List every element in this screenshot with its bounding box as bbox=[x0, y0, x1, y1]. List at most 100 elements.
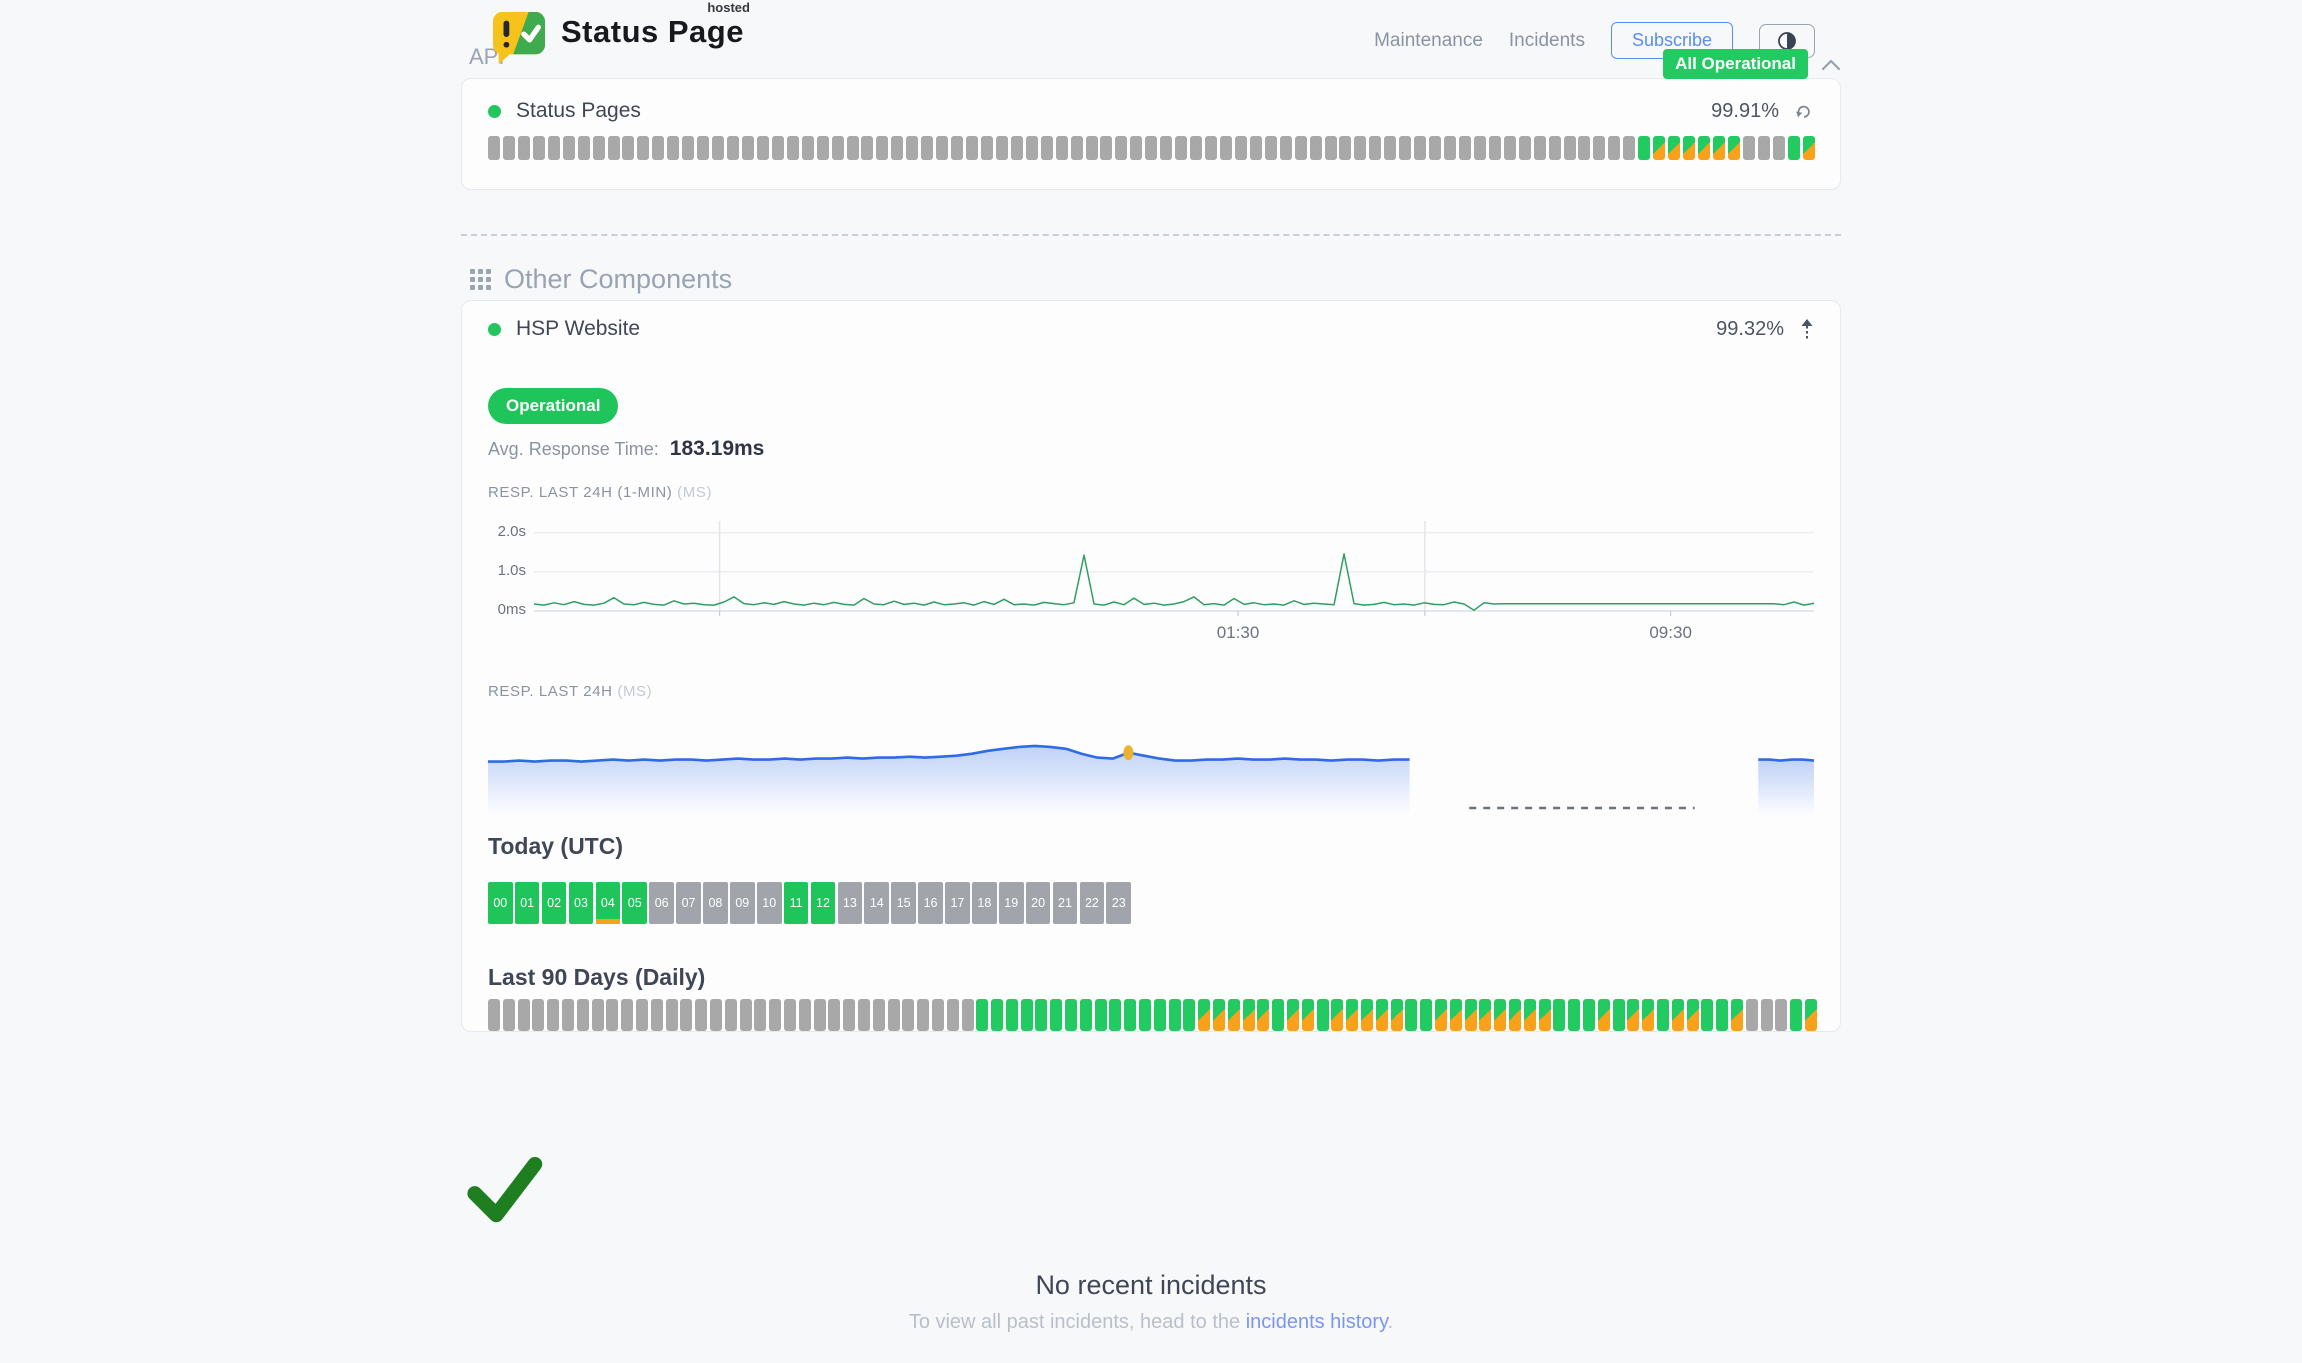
hour-block-16: 16 bbox=[918, 882, 943, 924]
uptime-bar-up bbox=[1612, 999, 1625, 1031]
uptime-bar-na bbox=[1339, 136, 1352, 160]
hour-block-21: 21 bbox=[1052, 882, 1078, 924]
uptime-bar-up bbox=[1316, 999, 1329, 1031]
uptime-bar-deg bbox=[1697, 136, 1710, 160]
uptime-bar-na bbox=[1772, 136, 1785, 160]
uptime-bar-na bbox=[857, 999, 870, 1031]
uptime-bar-deg bbox=[1494, 999, 1507, 1031]
uptime-bar-na bbox=[771, 136, 784, 160]
hour-block-23: 23 bbox=[1106, 882, 1132, 924]
today-hour-blocks: 00 01 02 03 04 05 06 07 08 09 10 11 12 13 14 15 16 17 18 19… bbox=[488, 882, 1814, 924]
uptime-bar-deg bbox=[1712, 136, 1725, 160]
uptime-bar-na bbox=[1100, 136, 1113, 160]
uptime-bar-deg bbox=[1683, 136, 1695, 160]
component-row: HSP Website 99.32% bbox=[488, 317, 1814, 341]
uptime-bar-up bbox=[1638, 136, 1651, 160]
status-page-logo-icon bbox=[489, 8, 547, 66]
grid-icon bbox=[469, 268, 492, 291]
uptime-bar-na bbox=[828, 999, 841, 1031]
uptime-bar-up bbox=[1405, 999, 1418, 1031]
uptime-bar-up bbox=[1716, 999, 1729, 1031]
uptime-bar-na bbox=[532, 136, 545, 160]
uptime-bar-deg bbox=[1727, 136, 1740, 160]
uptime-bar-na bbox=[1503, 136, 1516, 160]
uptime-bar-na bbox=[621, 999, 634, 1031]
uptime-bar-na bbox=[876, 136, 889, 160]
component-name: HSP Website bbox=[516, 317, 641, 340]
uptime-bar-na bbox=[682, 136, 695, 160]
hour-block-22: 22 bbox=[1079, 882, 1105, 924]
uptime-bar-deg bbox=[1730, 999, 1743, 1031]
uptime-bar-na bbox=[1309, 136, 1322, 160]
hour-block-20: 20 bbox=[1025, 882, 1051, 924]
uptime-bar-na bbox=[1623, 136, 1636, 160]
chart1-label: RESP. LAST 24H (1-MIN) (MS) bbox=[488, 484, 713, 501]
hour-block-08: 08 bbox=[703, 882, 728, 924]
contrast-icon bbox=[1776, 30, 1798, 52]
uptime-bar-na bbox=[1384, 136, 1397, 160]
refresh-icon[interactable] bbox=[1795, 103, 1814, 119]
api-uptime-bars bbox=[488, 136, 1815, 160]
uptime-bar-na bbox=[622, 136, 635, 160]
incidents-history-link[interactable]: incidents history bbox=[1245, 1311, 1388, 1333]
overall-status-row: All Operational bbox=[1663, 49, 1841, 79]
api-component-card: Status Pages 99.91% bbox=[461, 78, 1841, 190]
uptime-bar-na bbox=[931, 999, 944, 1031]
uptime-bar-na bbox=[502, 136, 515, 160]
incidents-subtitle: To view all past incidents, head to the … bbox=[908, 1311, 1394, 1333]
chart1-unit: (MS) bbox=[677, 484, 713, 501]
uptime-bar-na bbox=[980, 136, 993, 160]
uptime-bar-na bbox=[1488, 136, 1501, 160]
uptime-bar-na bbox=[786, 136, 799, 160]
uptime-bar-na bbox=[592, 136, 605, 160]
chart2-unit: (MS) bbox=[617, 683, 653, 700]
uptime-bar-deg bbox=[1464, 999, 1477, 1031]
uptime-bar-na bbox=[961, 999, 974, 1031]
uptime-bar-up bbox=[1065, 999, 1078, 1031]
uptime-bar-deg bbox=[1653, 136, 1666, 160]
x-tick-09:30: 09:30 bbox=[1649, 623, 1692, 642]
uptime-bar-na bbox=[591, 999, 604, 1031]
incidents-section: No recent incidents To view all past inc… bbox=[461, 1150, 1841, 1334]
last90-bars bbox=[488, 999, 1817, 1031]
uptime-bar-up bbox=[1656, 999, 1669, 1031]
uptime-bar-na bbox=[1578, 136, 1591, 160]
uptime-bar-up bbox=[1582, 999, 1595, 1031]
nav-incidents[interactable]: Incidents bbox=[1508, 29, 1585, 51]
uptime-bar-na bbox=[756, 136, 769, 160]
uptime-bar-na bbox=[1533, 136, 1546, 160]
component-row: Status Pages 99.91% bbox=[488, 99, 1814, 123]
uptime-bar-na bbox=[1279, 136, 1292, 160]
uptime-percentage: 99.91% bbox=[1711, 99, 1779, 122]
nav-maintenance[interactable]: Maintenance bbox=[1374, 29, 1483, 51]
uptime-bar-na bbox=[680, 999, 693, 1031]
uptime-bar-na bbox=[724, 999, 737, 1031]
uptime-bar-na bbox=[1055, 136, 1068, 160]
uptime-bar-na bbox=[637, 136, 650, 160]
response-time-chart-24h: 2.0s 1.0s 0ms bbox=[488, 521, 1814, 618]
hour-block-14: 14 bbox=[864, 882, 890, 924]
uptime-bar-up bbox=[1109, 999, 1122, 1031]
uptime-bar-na bbox=[1145, 136, 1158, 160]
chevron-up-icon[interactable] bbox=[1821, 58, 1841, 71]
content-column: API Status Page hosted bbox=[461, 0, 1841, 1363]
hour-block-03: 03 bbox=[568, 882, 594, 924]
uptime-bar-na bbox=[831, 136, 844, 160]
uptime-bar-na bbox=[1444, 136, 1456, 160]
uptime-bar-na bbox=[517, 999, 530, 1031]
uptime-bar-na bbox=[709, 999, 722, 1031]
uptime-bar-na bbox=[1205, 136, 1217, 160]
uptime-bar-na bbox=[532, 999, 545, 1031]
chart2-label: RESP. LAST 24H (MS) bbox=[488, 683, 653, 700]
hour-block-13: 13 bbox=[837, 882, 863, 924]
uptime-bar-na bbox=[606, 999, 619, 1031]
uptime-bar-na bbox=[1175, 136, 1188, 160]
uptime-bar-na bbox=[488, 136, 500, 160]
response-time-sparkline bbox=[488, 724, 1814, 819]
hour-block-06: 06 bbox=[649, 882, 674, 924]
uptime-bar-up bbox=[1079, 999, 1092, 1031]
uptime-bar-na bbox=[1775, 999, 1788, 1031]
uptime-bar-na bbox=[1160, 136, 1173, 160]
y-tick-2s: 2.0s bbox=[497, 523, 526, 540]
uptime-bar-na bbox=[547, 999, 560, 1031]
